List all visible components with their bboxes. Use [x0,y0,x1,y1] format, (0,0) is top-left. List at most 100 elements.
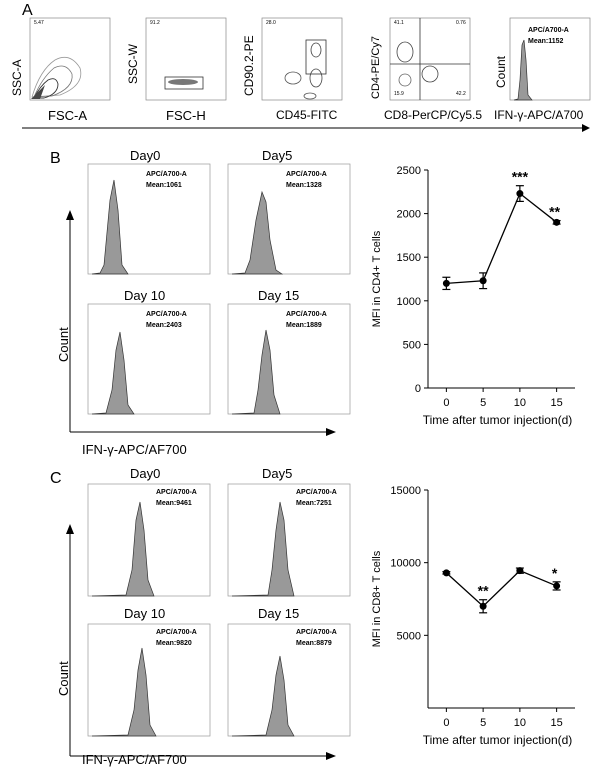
flow-plot-cd4-cd8 [389,17,471,101]
histogram-day0 [87,163,211,275]
y-tick-label: 0 [415,383,421,395]
gate-name: APC/A700-A [156,489,197,496]
data-point [553,582,561,590]
histogram-day5 [227,483,351,597]
series-line [445,569,557,608]
histogram-y-label: Count [56,661,71,696]
significance-label: ** [549,204,560,220]
data-point [516,567,524,575]
y-tick-label: 2500 [397,165,421,177]
gate-mean: Mean:7251 [296,500,332,507]
y-axis-label: CD4-PE/Cy7 [370,36,382,99]
histogram-day5 [227,163,351,275]
data-point [479,602,487,610]
gate-value: 91.2 [150,20,160,26]
data-point [442,279,450,287]
gate-name: APC/A700-A [286,171,327,178]
histogram-title: Day0 [130,148,161,163]
y-tick-label: 500 [403,339,421,351]
histogram-title: Day5 [262,148,293,163]
histogram-title: Day 10 [124,288,166,303]
x-tick-label: 15 [551,717,563,729]
y-axis-label: MFI in CD4+ T cells [371,230,383,327]
x-axis-label: CD45-FITC [276,108,338,122]
x-tick-label: 5 [480,717,486,729]
gate-mean: Mean:1152 [528,38,564,45]
x-tick-label: 10 [514,717,526,729]
histogram-day15 [227,303,351,415]
quadrant-value: 15.9 [394,91,404,97]
histogram-x-label: IFN-γ-APC/AF700 [82,442,187,457]
significance-label: ** [478,583,489,599]
x-axis-label: CD8-PerCP/Cy5.5 [384,108,483,122]
gate-mean: Mean:9461 [156,500,192,507]
gate-name: APC/A700-A [146,311,187,318]
y-tick-label: 10000 [390,558,421,570]
x-axis-label: FSC-H [166,108,206,123]
panel-a-letter: A [22,2,33,19]
flow-plot-ifn-hist [509,17,591,101]
data-point [442,569,450,577]
y-axis-label: SSC-A [10,59,24,96]
x-tick-label: 5 [480,397,486,409]
histogram-title: Day 15 [258,288,300,303]
histogram-day10 [87,303,211,415]
data-point [479,277,487,285]
flow-plot-cd90-cd45 [261,17,343,101]
gate-value: 5.47 [34,20,44,26]
x-tick-label: 0 [443,397,449,409]
gate-mean: Mean:9820 [156,640,192,647]
quadrant-value: 41.1 [394,20,404,26]
data-point [553,218,561,226]
flow-plot-ssc-fsc [29,17,111,101]
histogram-title: Day0 [130,466,161,481]
histogram-x-label: IFN-γ-APC/AF700 [82,752,187,767]
panel-c-histograms [66,483,351,760]
gate-mean: Mean:1061 [146,182,182,189]
panel-b-letter: B [50,150,61,167]
x-axis-label: Time after tumor injection(d) [423,733,573,747]
gate-mean: Mean:8879 [296,640,332,647]
y-axis-label: SSC-W [126,44,140,84]
y-tick-label: 1000 [397,296,421,308]
y-axis-label: CD90.2-PE [242,35,256,96]
y-tick-label: 2000 [397,209,421,221]
x-tick-label: 10 [514,397,526,409]
histogram-y-label: Count [56,327,71,362]
panel-b-histograms [66,163,351,436]
y-tick-label: 5000 [397,630,421,642]
significance-label: *** [512,169,529,185]
histogram-day10 [87,623,211,737]
x-tick-label: 0 [443,717,449,729]
gate-name: APC/A700-A [156,629,197,636]
histogram-title: Day 10 [124,606,166,621]
gate-name: APC/A700-A [296,629,337,636]
gate-name: APC/A700-A [296,489,337,496]
y-tick-label: 15000 [390,485,421,497]
flow-plot-sscw-fsch [145,17,227,101]
series-line [446,192,558,285]
gate-name: APC/A700-A [528,27,569,34]
data-point [516,190,524,198]
histogram-title: Day 15 [258,606,300,621]
panel-a-flow-plots [22,17,591,132]
gate-mean: Mean:1889 [286,322,322,329]
x-axis-label: FSC-A [48,108,87,123]
y-axis-label: Count [494,55,508,88]
x-tick-label: 15 [551,397,563,409]
significance-label: * [552,565,558,581]
histogram-title: Day5 [262,466,293,481]
histogram-day15 [227,623,351,737]
panel-c-letter: C [50,470,62,487]
gate-name: APC/A700-A [286,311,327,318]
x-axis-label: Time after tumor injection(d) [423,413,573,427]
quadrant-value: 42.2 [456,91,466,97]
histogram-day0 [87,483,211,597]
gate-value: 28.0 [266,20,276,26]
y-axis-label: MFI in CD8+ T cells [371,550,383,647]
quadrant-value: 0.76 [456,20,466,26]
x-axis-label: IFN-γ-APC/A700 [494,108,584,122]
gate-mean: Mean:2403 [146,322,182,329]
